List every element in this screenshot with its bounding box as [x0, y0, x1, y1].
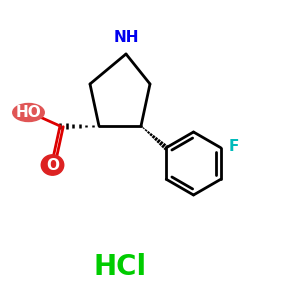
Text: HO: HO: [16, 105, 41, 120]
Text: NH: NH: [113, 30, 139, 45]
Ellipse shape: [13, 103, 44, 122]
Text: HCl: HCl: [93, 253, 147, 281]
Text: F: F: [228, 139, 239, 154]
Text: O: O: [46, 158, 59, 172]
Ellipse shape: [41, 155, 64, 175]
